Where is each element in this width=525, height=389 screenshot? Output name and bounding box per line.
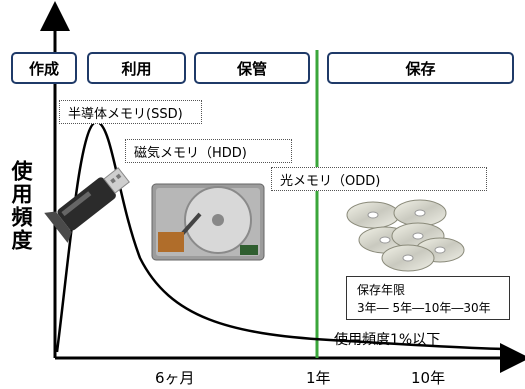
tick-ten-years: 10年 <box>411 369 446 387</box>
ssd-label: 半導体メモリ(SSD) <box>59 100 202 124</box>
tick-six-months: 6ヶ月 <box>155 369 195 387</box>
phase-create: 作成 <box>11 52 77 84</box>
hdd-label: 磁気メモリ（HDD) <box>125 139 292 163</box>
tick-one-year: 1年 <box>306 369 331 387</box>
retention-title: 保存年限 <box>357 283 406 297</box>
phase-store: 保管 <box>194 52 310 84</box>
usb-drive-icon <box>44 167 130 243</box>
retention-box: 保存年限 3年― 5年―10年―30年 <box>346 276 510 320</box>
odd-label: 光メモリ（ODD) <box>271 167 487 191</box>
low-usage-note: 使用頻度1%以下 <box>334 332 441 348</box>
retention-values: 3年― 5年―10年―30年 <box>357 301 491 315</box>
hdd-icon <box>151 183 265 261</box>
usage-curve <box>55 120 506 353</box>
phase-archive: 保存 <box>327 52 514 84</box>
optical-discs-icon <box>346 199 465 272</box>
y-axis-label: 使用頻度 <box>9 160 33 252</box>
phase-use: 利用 <box>87 52 186 84</box>
